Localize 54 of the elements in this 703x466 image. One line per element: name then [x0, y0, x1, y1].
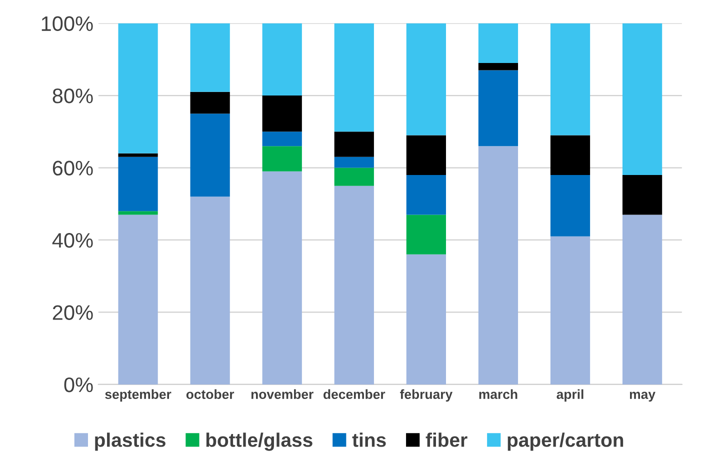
bar [262, 171, 302, 384]
bar [334, 156, 374, 168]
x-tick-label: november [251, 389, 314, 400]
bar [334, 23, 374, 132]
y-tick-label: 20% [52, 305, 93, 320]
legend-label: paper/carton [508, 432, 624, 451]
bar [406, 135, 446, 175]
y-tick-label: 80% [52, 88, 93, 104]
bar [118, 214, 158, 384]
bar [190, 23, 230, 92]
x-tick-label: may [630, 392, 656, 402]
legend-label: tins [352, 432, 386, 447]
y-tick-label: 0% [64, 377, 93, 392]
legend-label: plastics [95, 432, 166, 451]
bar [550, 174, 590, 236]
bar [334, 168, 374, 186]
bar [622, 23, 662, 175]
legend-label: fiber [426, 432, 468, 447]
bar [406, 214, 446, 254]
y-tick-label: 40% [52, 232, 93, 248]
bar [550, 236, 590, 384]
bar [334, 186, 374, 384]
bar [262, 146, 302, 172]
x-tick-label: february [400, 389, 453, 402]
x-tick-label: april [556, 389, 584, 402]
legend-label: bottle/glass [206, 432, 312, 451]
y-tick-label: 100% [42, 16, 93, 32]
bar [406, 174, 446, 215]
bar [118, 23, 158, 154]
bar [262, 96, 302, 132]
bar [550, 135, 590, 175]
bar [262, 23, 302, 96]
bar [190, 196, 230, 384]
bar [118, 153, 158, 157]
bar [406, 23, 446, 136]
bar [622, 174, 662, 215]
x-tick-label: march [479, 389, 518, 400]
bar [118, 156, 158, 212]
bar [262, 132, 302, 146]
bar [118, 211, 158, 215]
x-tick-label: october [186, 389, 234, 400]
bar [478, 146, 518, 384]
bar [478, 70, 518, 146]
x-tick-label: september [105, 389, 172, 402]
bar [478, 23, 518, 64]
bar [478, 63, 518, 70]
x-tick-label: december [324, 389, 386, 400]
bar [334, 132, 374, 157]
bar [622, 214, 662, 384]
bar [190, 92, 230, 114]
bar [550, 23, 590, 136]
y-tick-label: 60% [52, 160, 93, 176]
bar [190, 114, 230, 197]
bar [406, 254, 446, 384]
